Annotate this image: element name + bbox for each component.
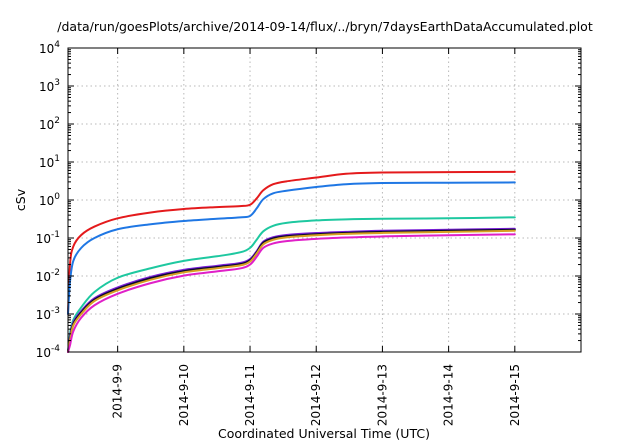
x-tick-labels: 2014-9-9 2014-9-10 2014-9-11 2014-9-12 2014-… <box>111 364 522 426</box>
x-axis-label: Coordinated Universal Time (UTC) <box>218 426 430 441</box>
x-tick-label: 2014-9-14 <box>442 364 456 426</box>
series-layer <box>67 170 516 353</box>
y-tick-label: 101 <box>39 154 60 170</box>
series-line-4 <box>67 227 516 353</box>
y-tick-label: 100 <box>39 192 60 208</box>
y-tick-label: 104 <box>39 40 60 56</box>
series-line-7 <box>67 233 516 353</box>
series-line-3 <box>67 216 516 353</box>
x-tick-label: 2014-9-13 <box>375 364 389 426</box>
series-line-1 <box>67 170 516 315</box>
y-axis-label: cSv <box>13 188 28 211</box>
y-tick-label: 102 <box>39 116 60 132</box>
x-tick-label: 2014-9-10 <box>177 364 191 426</box>
tick-layer <box>68 47 581 353</box>
series-line-6 <box>67 229 516 353</box>
x-tick-label: 2014-9-9 <box>111 364 125 418</box>
grid-layer <box>68 48 581 352</box>
y-tick-label: 10-2 <box>36 268 60 284</box>
x-tick-label: 2014-9-15 <box>508 364 522 426</box>
chart-title: /data/run/goesPlots/archive/2014-09-14/f… <box>57 19 593 34</box>
x-tick-label: 2014-9-12 <box>309 364 323 426</box>
y-tick-label: 10-3 <box>36 306 60 322</box>
x-tick-label: 2014-9-11 <box>243 364 257 426</box>
y-tick-label: 10-1 <box>36 230 60 246</box>
y-tick-label: 103 <box>39 78 60 94</box>
y-tick-label: 10-4 <box>36 344 61 360</box>
series-line-2 <box>67 181 516 315</box>
series-line-5 <box>67 228 516 353</box>
y-tick-labels: 10-4 10-3 10-2 10-1 100 101 102 103 104 <box>36 40 61 360</box>
